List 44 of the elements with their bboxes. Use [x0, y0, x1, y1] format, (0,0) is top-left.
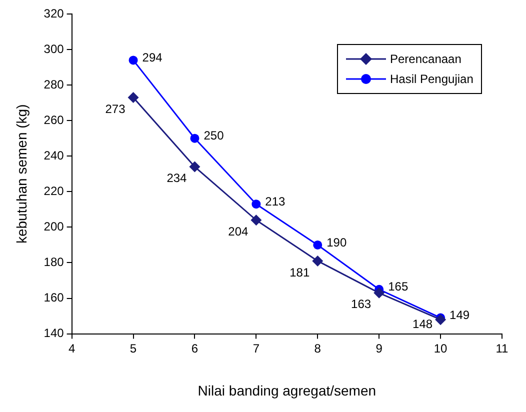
data-label: 181 [290, 265, 310, 280]
x-tick-label: 7 [252, 341, 260, 356]
point [189, 161, 200, 172]
point [312, 255, 324, 266]
data-label: 273 [105, 102, 126, 116]
x-tick-label: 9 [376, 341, 383, 356]
y-tick-label: 320 [44, 6, 64, 20]
x-tick-label: 4 [68, 341, 76, 356]
x-tick-label: 5 [130, 341, 137, 356]
x-tick-label: 10 [434, 341, 448, 356]
data-label: 165 [388, 280, 408, 294]
point [128, 92, 139, 104]
legend-label: Perencanaan [390, 52, 462, 66]
data-label: 190 [326, 235, 347, 250]
data-label: 234 [166, 171, 188, 186]
x-tick-label: 6 [191, 341, 198, 356]
x-axis-title: Nilai banding agregat/semen [198, 382, 376, 398]
data-label: 148 [412, 317, 433, 332]
y-tick-label: 200 [44, 220, 64, 234]
point [252, 200, 261, 209]
y-tick-label: 140 [44, 326, 64, 340]
point [190, 134, 200, 143]
y-axis-title: kebutuhan semen (kg) [13, 104, 30, 244]
y-tick-label: 300 [44, 42, 64, 56]
y-tick-label: 280 [44, 77, 64, 92]
point [128, 56, 138, 65]
x-tick-label: 11 [496, 341, 509, 356]
legend-label: Hasil Pengujian [390, 72, 474, 86]
point [374, 287, 385, 298]
y-tick-label: 220 [44, 184, 64, 198]
data-label: 163 [351, 297, 372, 312]
data-label: 294 [142, 50, 163, 65]
data-label: 213 [265, 194, 286, 208]
y-tick-label: 260 [44, 112, 64, 127]
x-tick-label: 8 [314, 341, 322, 356]
point [313, 240, 322, 250]
point [250, 214, 262, 226]
data-label: 149 [450, 308, 470, 322]
y-tick-label: 160 [44, 290, 64, 305]
y-tick-label: 180 [44, 255, 64, 270]
data-label: 250 [204, 128, 224, 143]
y-tick-label: 240 [44, 148, 64, 162]
data-label: 204 [228, 224, 248, 238]
point [435, 314, 446, 326]
